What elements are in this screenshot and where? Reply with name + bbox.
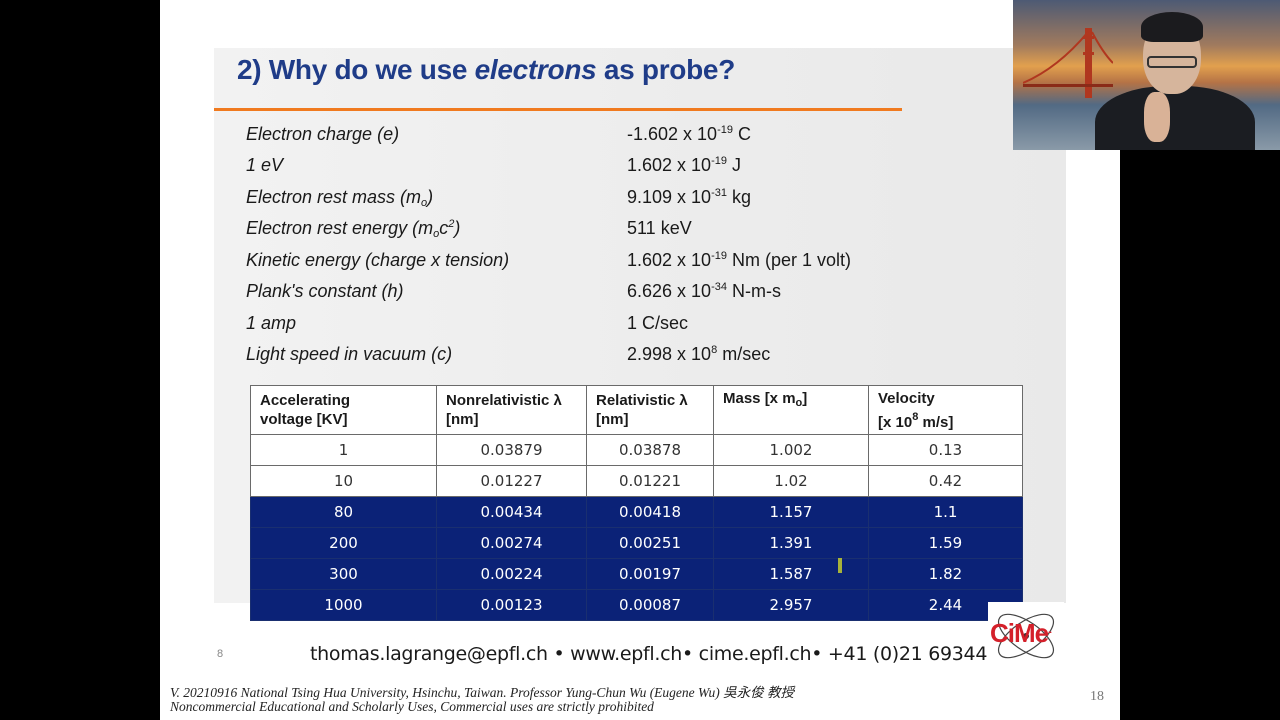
table-row: 200 0.00274 0.00251 1.391 1.59 (250, 527, 1023, 559)
credit-line-2: Noncommercial Educational and Scholarly … (170, 699, 654, 714)
constant-value: 1.602 x 10-19 Nm (per 1 volt) (627, 250, 852, 270)
golden-gate-bridge-icon (1023, 28, 1113, 98)
table-cell: 0.00434 (436, 496, 587, 528)
table-cell: 300 (250, 558, 437, 590)
table-cell: 1.82 (868, 558, 1023, 590)
table-cell: 0.13 (868, 434, 1023, 466)
presenter-webcam (1013, 0, 1280, 150)
table-header-row: Accelerating voltage [KV] Nonrelativistic… (250, 385, 1023, 435)
presenter-hand (1144, 92, 1170, 142)
table-row: 10 0.01227 0.01221 1.02 0.42 (250, 465, 1023, 497)
constant-row: Electron rest mass (mo) 9.109 x 10-31 kg (246, 187, 1006, 215)
slide-title: 2) Why do we use electrons as probe? (237, 54, 735, 85)
table-cell: 1000 (250, 589, 437, 621)
constant-label: Electron rest mass (mo) (246, 187, 434, 209)
table-cell: 1.002 (713, 434, 869, 466)
cime-logo: CiMe- (988, 602, 1064, 670)
table-row: 80 0.00434 0.00418 1.157 1.1 (250, 496, 1023, 528)
constant-value: 6.626 x 10-34 N-m-s (627, 281, 781, 301)
table-cell: 0.00087 (586, 589, 714, 621)
constant-row: 1 amp 1 C/sec (246, 313, 1006, 341)
text-cursor-marker (838, 558, 842, 573)
logo-text: CiMe- (990, 618, 1052, 648)
table-cell: 1.1 (868, 496, 1023, 528)
constant-value: -1.602 x 10-19 C (627, 124, 751, 144)
table-cell: 0.42 (868, 465, 1023, 497)
table-cell: 1.391 (713, 527, 869, 559)
header-rel-lambda: Relativistic λ [nm] (586, 385, 714, 435)
slide-page-number: 8 (217, 648, 224, 660)
constant-row: Plank's constant (h) 6.626 x 10-34 N-m-s (246, 281, 1006, 309)
table-cell: 200 (250, 527, 437, 559)
table-cell: 0.00224 (436, 558, 587, 590)
table-cell: 1.59 (868, 527, 1023, 559)
constant-label: 1 amp (246, 313, 297, 333)
table-row: 1000 0.00123 0.00087 2.957 2.44 (250, 589, 1023, 621)
presenter-hair (1141, 12, 1203, 42)
title-underline (214, 108, 902, 111)
constant-row: Electron charge (e) -1.602 x 10-19 C (246, 124, 1006, 152)
credit-line-1: V. 20210916 National Tsing Hua Universit… (170, 685, 795, 700)
slide-number: 18 (1090, 689, 1104, 704)
constant-value: 1.602 x 10-19 J (627, 155, 741, 175)
table-cell: 1.157 (713, 496, 869, 528)
constant-label: Electron rest energy (moc2) (246, 218, 461, 240)
table-cell: 0.01227 (436, 465, 587, 497)
table-cell: 10 (250, 465, 437, 497)
constant-value: 1 C/sec (627, 313, 689, 333)
table-cell: 0.00274 (436, 527, 587, 559)
constant-label: Light speed in vacuum (c) (246, 344, 453, 364)
header-nonrel-lambda: Nonrelativistic λ [nm] (436, 385, 587, 435)
table-cell: 2.957 (713, 589, 869, 621)
table-cell: 80 (250, 496, 437, 528)
table-row: 300 0.00224 0.00197 1.587 1.82 (250, 558, 1023, 590)
table-cell: 0.00251 (586, 527, 714, 559)
presenter-glasses (1147, 56, 1197, 68)
table-cell: 0.01221 (586, 465, 714, 497)
footer-contact: thomas.lagrange@epfl.ch • www.epfl.ch• c… (310, 643, 1011, 665)
constant-value: 511 keV (627, 218, 692, 238)
constant-label: 1 eV (246, 155, 284, 175)
header-voltage: Accelerating voltage [KV] (250, 385, 437, 435)
constant-row: Light speed in vacuum (c) 2.998 x 108 m/s… (246, 344, 1006, 372)
constant-label: Kinetic energy (charge x tension) (246, 250, 510, 270)
logo-orbit-icon (997, 613, 1055, 659)
constant-row: 1 eV 1.602 x 10-19 J (246, 155, 1006, 183)
table-row: 1 0.03879 0.03878 1.002 0.13 (250, 434, 1023, 466)
table-cell: 1.02 (713, 465, 869, 497)
constant-label: Plank's constant (h) (246, 281, 404, 301)
table-cell: 0.00418 (586, 496, 714, 528)
constant-value: 2.998 x 108 m/sec (627, 344, 771, 364)
constant-row: Electron rest energy (moc2) 511 keV (246, 218, 1006, 246)
table-cell: 0.00197 (586, 558, 714, 590)
header-mass: Mass [x mo] (713, 385, 869, 435)
table-cell: 0.03878 (586, 434, 714, 466)
constant-label: Electron charge (e) (246, 124, 400, 144)
header-velocity: Velocity [x 108 m/s] (868, 385, 1023, 435)
presentation-slide: 2) Why do we use electrons as probe? Ele… (160, 0, 1120, 720)
table-cell: 1.587 (713, 558, 869, 590)
presenter-body (1095, 86, 1255, 150)
electron-wavelength-table: Accelerating voltage [KV] Nonrelativistic… (250, 385, 1023, 621)
table-cell: 0.00123 (436, 589, 587, 621)
table-cell: 0.03879 (436, 434, 587, 466)
constant-value: 9.109 x 10-31 kg (627, 187, 751, 207)
table-cell: 1 (250, 434, 437, 466)
constant-row: Kinetic energy (charge x tension) 1.602 x… (246, 250, 1006, 278)
